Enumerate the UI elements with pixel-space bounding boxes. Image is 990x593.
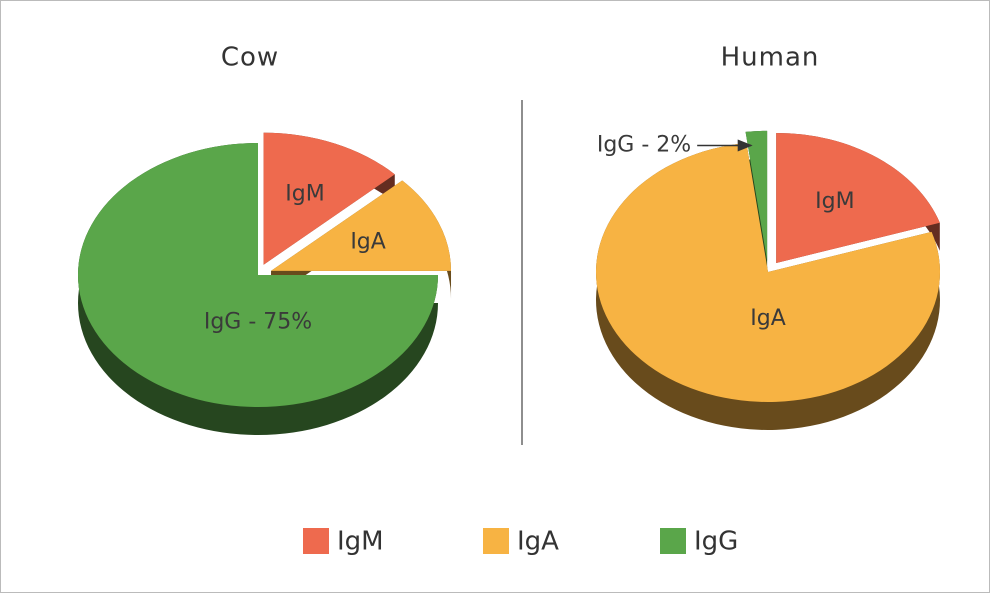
slice-label: IgM	[285, 181, 324, 206]
chart-title: Cow	[221, 43, 279, 73]
chart: Cow IgM IgA IgG - 75% Human IgM IgA IgG - 2% IgM…	[0, 0, 990, 593]
legend-swatch	[303, 528, 329, 554]
slice-label: IgG - 75%	[204, 310, 312, 335]
slice-label: IgM	[815, 189, 854, 214]
slice-label: IgA	[350, 230, 386, 255]
legend-label: IgM	[337, 527, 384, 557]
legend-label: IgA	[517, 527, 559, 557]
annotation: IgG - 2%	[597, 132, 691, 157]
legend-swatch	[483, 528, 509, 554]
slice-label: IgA	[750, 306, 786, 331]
legend-label: IgG	[694, 527, 738, 557]
chart-title: Human	[721, 43, 820, 73]
legend-swatch	[660, 528, 686, 554]
